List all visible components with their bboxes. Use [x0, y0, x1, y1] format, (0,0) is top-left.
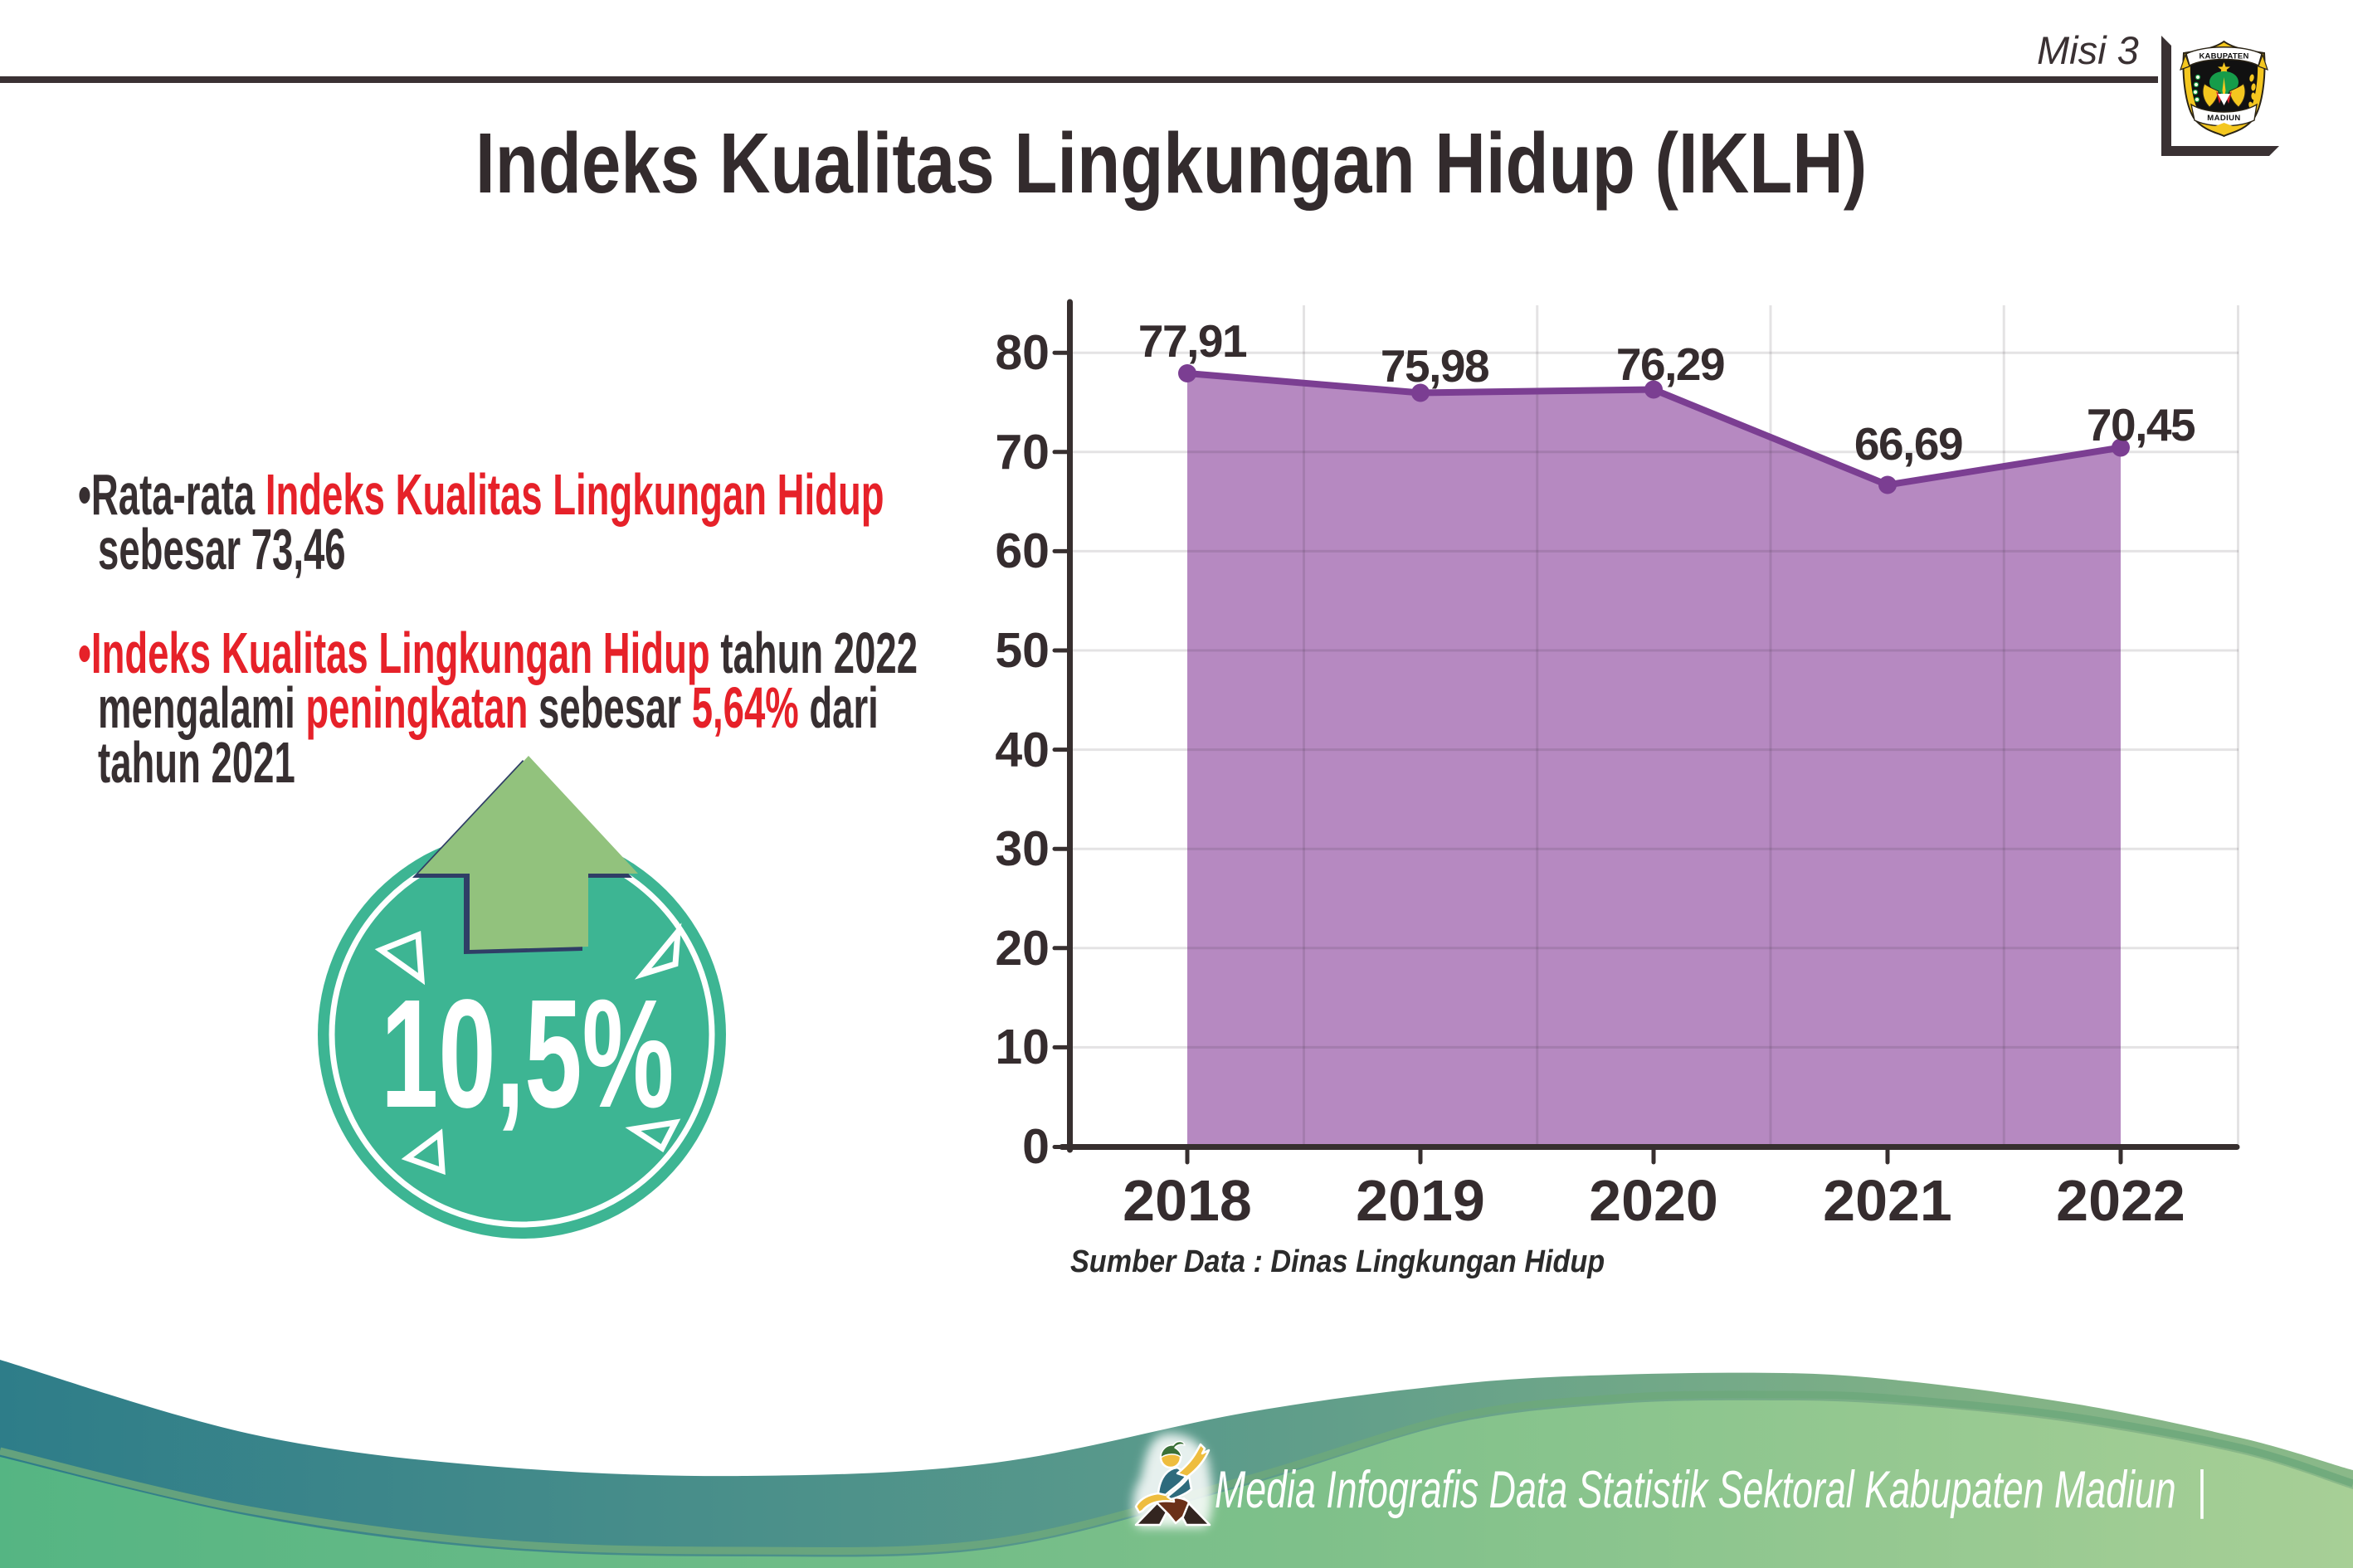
- svg-text:KABUPATEN: KABUPATEN: [2199, 52, 2248, 61]
- svg-text:MADIUN: MADIUN: [2207, 114, 2240, 123]
